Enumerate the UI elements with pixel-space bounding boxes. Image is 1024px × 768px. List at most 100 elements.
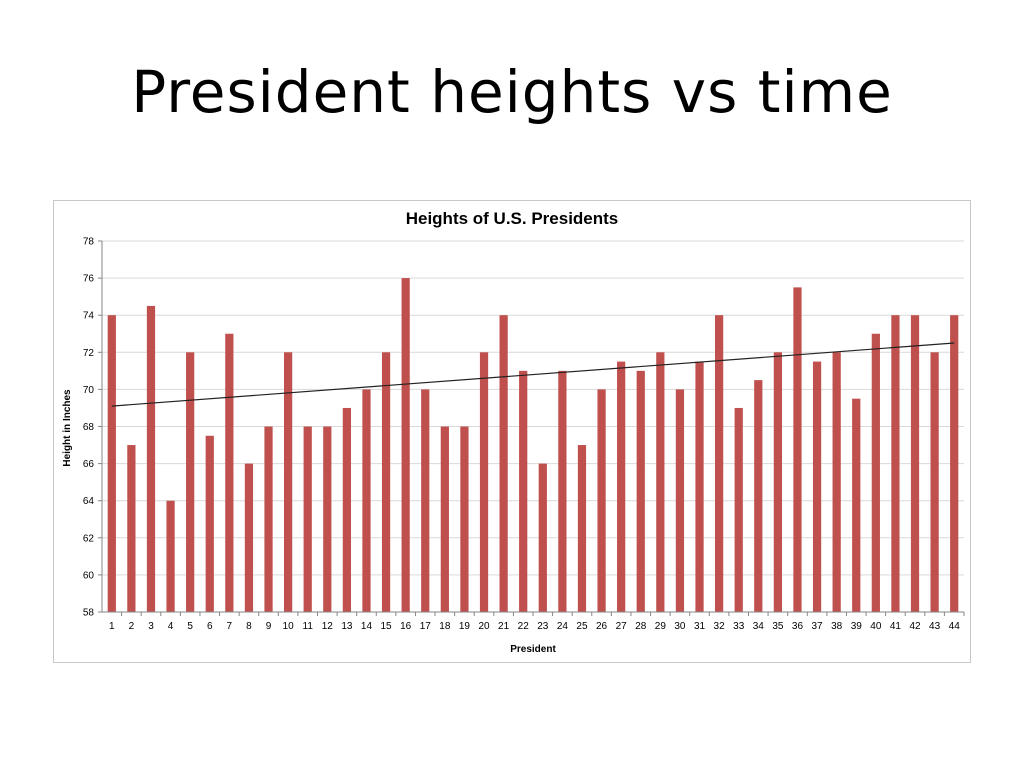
- y-tick-label: 78: [83, 237, 95, 248]
- x-tick-label: 38: [831, 621, 843, 632]
- bar-chart: Heights of U.S. Presidents 5860626466687…: [62, 209, 965, 655]
- bar: [950, 315, 959, 612]
- bar: [519, 370, 528, 612]
- bar: [283, 352, 293, 612]
- bar: [166, 500, 175, 612]
- x-tick-label: 15: [381, 621, 393, 632]
- bar: [695, 361, 704, 612]
- slide-title: President heights vs time: [131, 58, 893, 126]
- x-tick-label: 30: [674, 621, 686, 632]
- x-tick-label: 17: [420, 621, 432, 632]
- trendline-group: [111, 342, 955, 407]
- trendline: [111, 342, 955, 407]
- bar: [186, 352, 195, 612]
- x-tick-label: 6: [207, 621, 213, 632]
- bar: [734, 407, 743, 612]
- x-tick-label: 13: [341, 621, 353, 632]
- bar: [146, 305, 156, 612]
- bar: [127, 445, 136, 612]
- y-tick-label: 76: [83, 274, 95, 285]
- bar: [832, 352, 841, 612]
- x-tick-label: 11: [303, 621, 314, 632]
- y-tick-label: 72: [83, 348, 95, 359]
- bar: [264, 426, 273, 612]
- x-tick-label: 22: [518, 621, 530, 632]
- x-tick-label: 31: [694, 621, 706, 632]
- bar: [107, 315, 116, 612]
- bar: [499, 315, 508, 612]
- y-tick-label: 64: [83, 496, 95, 507]
- bar: [558, 370, 567, 612]
- bar: [597, 389, 606, 612]
- x-tick-label: 5: [187, 621, 193, 632]
- bar: [871, 333, 880, 612]
- x-tick-label: 10: [283, 621, 295, 632]
- bar: [714, 315, 724, 612]
- x-tick-label: 33: [733, 621, 745, 632]
- x-tick-label: 27: [616, 621, 628, 632]
- bar: [479, 352, 489, 612]
- x-axis-tick-labels: 1 2 3 4 5 6 7 8 9 10 11 12 13 14 15 16 17 18 19 20 21 22 23 24 2…: [109, 612, 965, 632]
- bar: [381, 352, 391, 612]
- x-tick-label: 32: [714, 621, 726, 632]
- x-tick-label: 12: [322, 621, 334, 632]
- x-tick-label: 42: [909, 621, 921, 632]
- bar: [636, 370, 645, 612]
- x-tick-label: 41: [890, 621, 902, 632]
- y-tick-label: 62: [83, 533, 95, 544]
- bar: [812, 361, 822, 612]
- bar: [910, 315, 920, 612]
- x-tick-label: 14: [361, 621, 373, 632]
- bar: [852, 398, 861, 612]
- chart-frame: Heights of U.S. Presidents 58 60 62 64 66 68 7…: [53, 200, 971, 663]
- x-tick-label: 43: [929, 621, 941, 632]
- bar: [617, 361, 626, 612]
- x-tick-label: 26: [596, 621, 608, 632]
- y-axis-tick-labels: 58 60 62 64 66 68 70 72 74 76 78: [83, 237, 95, 619]
- bar: [793, 287, 802, 612]
- bar: [205, 435, 214, 612]
- x-tick-label: 2: [129, 621, 135, 632]
- y-tick-label: 74: [83, 311, 95, 322]
- x-tick-label: 1: [109, 621, 115, 632]
- bar: [930, 352, 939, 612]
- x-tick-label: 34: [753, 621, 765, 632]
- bar: [440, 426, 449, 612]
- chart-title: Heights of U.S. Presidents: [406, 209, 619, 228]
- bar: [362, 389, 371, 612]
- bar: [538, 463, 547, 612]
- bars: [107, 278, 959, 612]
- y-axis-label: Height in Inches: [62, 389, 73, 467]
- y-tick-label: 66: [83, 459, 95, 470]
- bar: [342, 407, 352, 612]
- x-tick-label: 9: [266, 621, 272, 632]
- x-axis-label: President: [510, 644, 556, 655]
- x-tick-label: 25: [576, 621, 588, 632]
- x-tick-label: 19: [459, 621, 471, 632]
- x-tick-label: 35: [772, 621, 784, 632]
- y-tick-label: 70: [83, 385, 95, 396]
- x-tick-label: 28: [635, 621, 647, 632]
- x-tick-label: 4: [168, 621, 174, 632]
- bar: [754, 380, 763, 612]
- bar: [577, 445, 587, 612]
- x-tick-label: 3: [148, 621, 154, 632]
- bar: [323, 426, 332, 612]
- x-tick-label: 44: [949, 621, 961, 632]
- x-tick-label: 16: [400, 621, 412, 632]
- y-tick-label: 58: [83, 608, 95, 619]
- x-tick-label: 18: [439, 621, 451, 632]
- bar: [421, 389, 430, 612]
- bar: [401, 278, 410, 612]
- x-tick-label: 24: [557, 621, 569, 632]
- bar: [225, 333, 234, 612]
- x-tick-label: 8: [246, 621, 252, 632]
- bar: [773, 352, 783, 612]
- bar: [656, 352, 665, 612]
- bar: [244, 463, 254, 612]
- bar: [303, 426, 312, 612]
- axes: [101, 241, 964, 613]
- x-tick-label: 21: [498, 621, 510, 632]
- bar: [891, 315, 900, 612]
